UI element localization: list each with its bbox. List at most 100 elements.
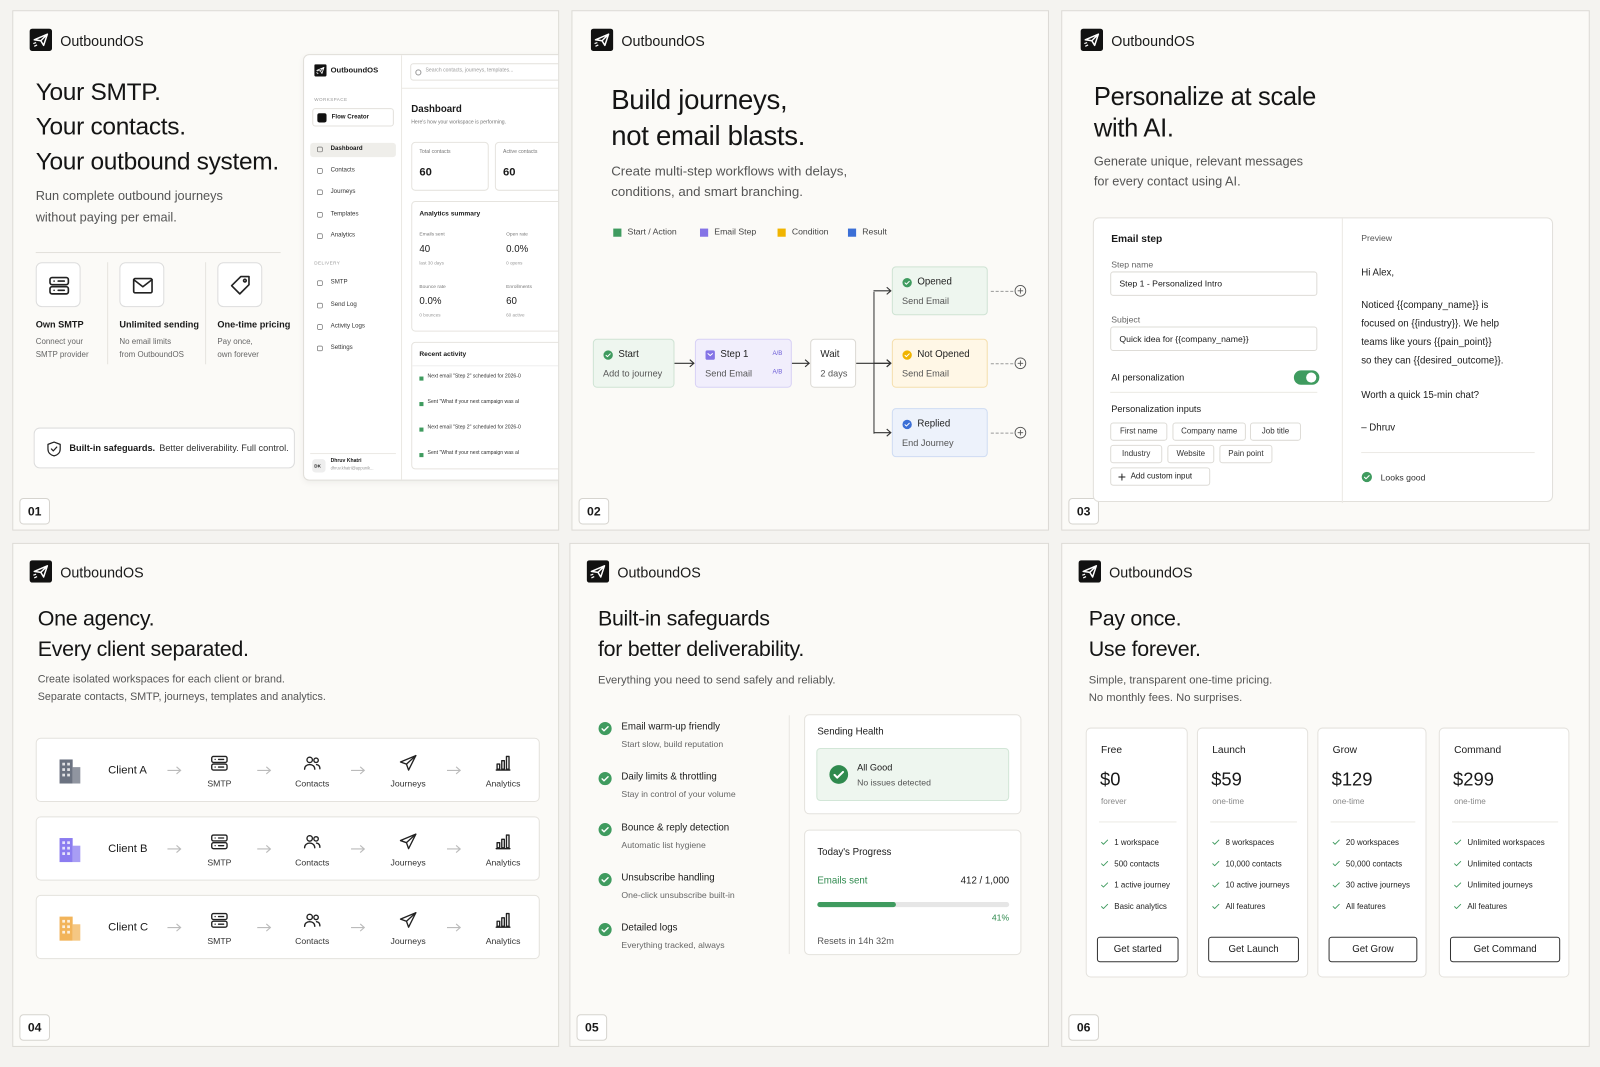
- icon-part: [505, 755, 510, 770]
- arrow: [257, 844, 272, 854]
- panel: OutboundOS Your SMTP. Your contacts. Your o…: [12, 10, 560, 531]
- plan-button[interactable]: Get started: [1096, 936, 1179, 963]
- workspace-select: Flow Creator: [312, 108, 394, 127]
- subtitle: Generate unique, relevant messages: [1093, 154, 1304, 169]
- icon-part: [49, 285, 70, 295]
- feature-title: Own SMTP: [35, 319, 84, 330]
- icon-part: [59, 759, 81, 784]
- icon-part: [495, 834, 511, 850]
- icon-part: [902, 350, 912, 360]
- icon-part: [1212, 839, 1220, 845]
- nav-item: Dashboard: [330, 145, 363, 153]
- icon-part: [1212, 861, 1220, 867]
- plan-feature: All features: [1225, 902, 1266, 912]
- node-icon: [705, 350, 715, 360]
- add-input-button[interactable]: Add custom input: [1110, 467, 1211, 486]
- nav-icon: [316, 189, 323, 196]
- step-icon: [302, 753, 322, 773]
- logo: [29, 560, 53, 583]
- icon-part: [67, 930, 70, 934]
- panel-number-text: 03: [1076, 504, 1091, 519]
- step-label: Contacts: [295, 778, 330, 789]
- client-name: Client A: [108, 764, 147, 777]
- headline: Your contacts.: [35, 113, 186, 141]
- plan-button[interactable]: Get Launch: [1208, 936, 1299, 963]
- preview-status: Looks good: [1380, 472, 1426, 483]
- plan-feature: Basic analytics: [1114, 902, 1167, 912]
- card-divider: [412, 365, 559, 367]
- icon-part: [351, 766, 366, 775]
- plan-cta: Get Command: [1473, 943, 1537, 956]
- icon-part: [230, 275, 250, 295]
- icon-part: [1363, 475, 1370, 480]
- icon-part: [257, 844, 272, 853]
- add-button[interactable]: [1013, 426, 1027, 440]
- flow-node: Step 1 Send Email A/B A/B: [694, 338, 792, 388]
- client-icon: [55, 755, 84, 786]
- metric-label: Emails sent: [419, 232, 445, 238]
- progress-label: Emails sent: [817, 875, 868, 887]
- icon-part: [351, 844, 366, 853]
- arrow: [446, 922, 462, 932]
- icon-part: [211, 920, 228, 928]
- icon-part: [598, 722, 612, 736]
- plan-button[interactable]: Get Grow: [1328, 936, 1418, 963]
- icon-part: [603, 350, 613, 360]
- icon-part: [405, 754, 417, 765]
- panel: OutboundOS Build journeys, not email blast…: [571, 10, 1049, 531]
- headline: Your SMTP.: [35, 78, 161, 107]
- brand-name: OutboundOS: [1111, 32, 1195, 49]
- icon-part: [53, 280, 66, 292]
- icon-part: [351, 844, 366, 853]
- item-title: Email warm-up friendly: [621, 721, 721, 733]
- icon-part: [317, 212, 323, 218]
- toggle[interactable]: [1293, 370, 1320, 385]
- feature-desc: SMTP provider: [35, 349, 89, 359]
- brand-name: OutboundOS: [617, 564, 701, 581]
- icon-part: [317, 302, 323, 309]
- feature-desc: No email limits: [119, 336, 172, 346]
- plan-cta: Get Launch: [1228, 943, 1279, 956]
- logo: [586, 560, 610, 583]
- step-icon: [398, 832, 418, 852]
- icon-part: [1014, 285, 1027, 297]
- brand-name: OutboundOS: [60, 564, 144, 581]
- icon-part: [791, 359, 811, 368]
- divider: [788, 715, 790, 955]
- add-button[interactable]: [1013, 284, 1027, 298]
- plan-feature: Unlimited journeys: [1467, 880, 1533, 890]
- feature-check: [1211, 902, 1220, 911]
- plan-card: Grow $129 one-time 20 workspaces 50,000 cont…: [1317, 727, 1427, 978]
- icon-part: [1014, 357, 1027, 370]
- step-label: SMTP: [207, 778, 232, 789]
- arrow: [674, 358, 695, 368]
- icon-part: [167, 844, 182, 853]
- preview-body: teams like yours {{pain_point}}: [1361, 336, 1492, 348]
- feature-icon-box: [217, 262, 263, 308]
- user-box: DK Dhruv Khatri dhruv.khatri@appunik...: [310, 453, 396, 475]
- icon-part: [501, 838, 506, 849]
- icon-part: [62, 773, 66, 777]
- icon-part: [316, 71, 319, 75]
- logo: [29, 28, 53, 52]
- plan-button[interactable]: Get Command: [1449, 936, 1561, 963]
- sidebar-border: [401, 55, 403, 480]
- icon-part: [1101, 882, 1109, 888]
- icon-part: [501, 917, 506, 928]
- metric-note: 60 active: [506, 312, 525, 318]
- icon-part: [1361, 471, 1372, 483]
- icon-part: [315, 920, 321, 927]
- divider: [1110, 391, 1318, 393]
- icon-part: [1101, 861, 1109, 867]
- step-icon: [493, 910, 513, 930]
- icon-part: [167, 766, 182, 775]
- icon-part: [594, 42, 599, 47]
- icon-part: [707, 353, 714, 357]
- step-icon: [493, 832, 513, 852]
- add-button[interactable]: [1013, 356, 1027, 370]
- flow-node: Wait 2 days: [810, 338, 857, 388]
- icon-part: [1332, 903, 1340, 909]
- icon-part: [399, 912, 417, 928]
- icon-part: [1212, 882, 1220, 888]
